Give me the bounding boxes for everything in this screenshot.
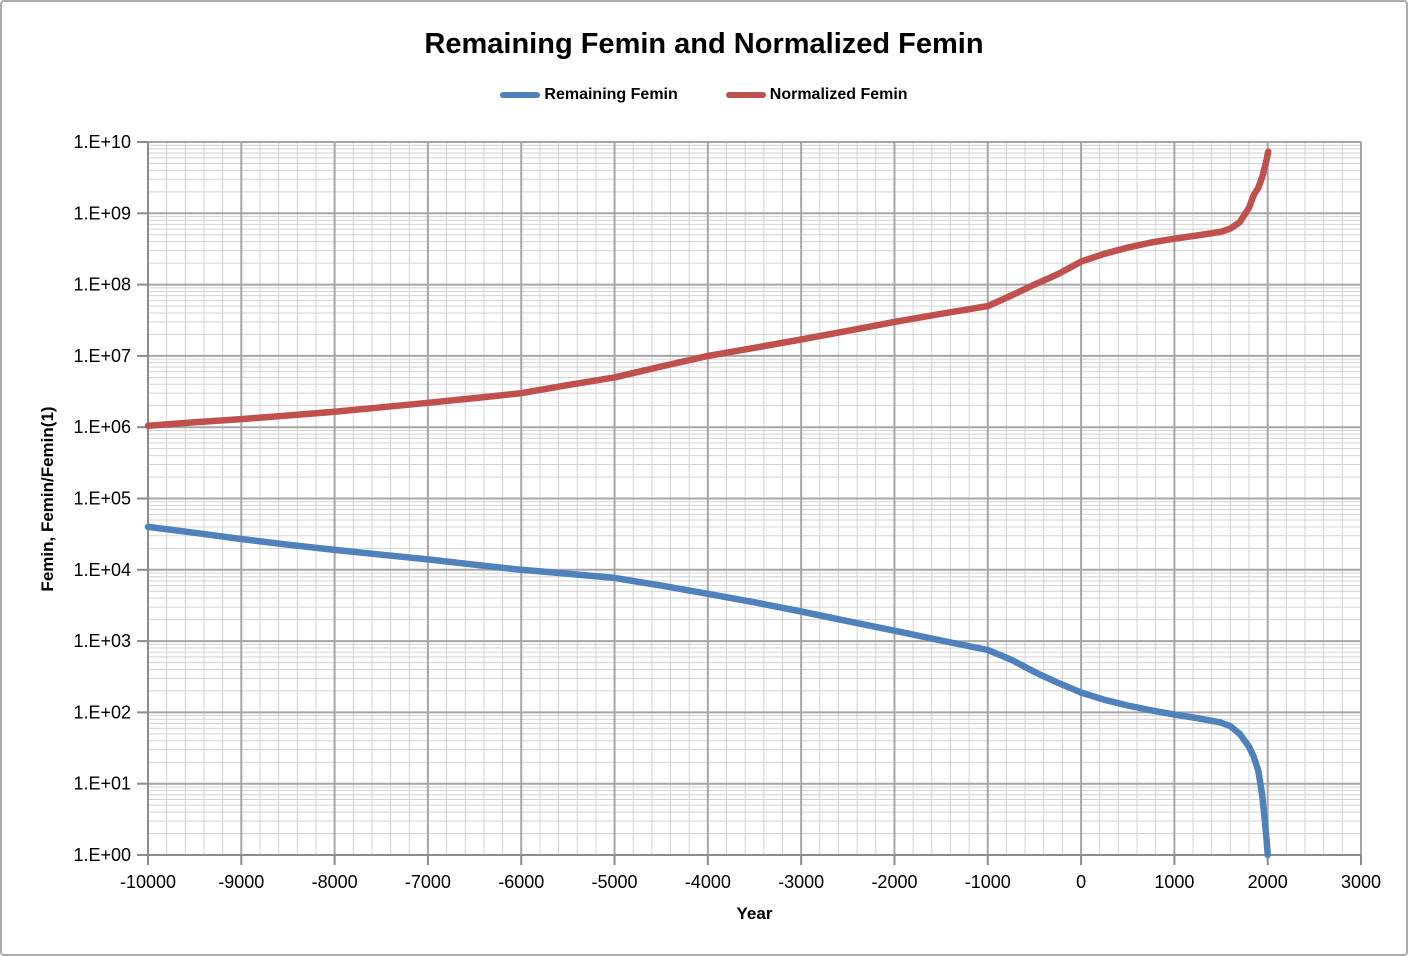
x-tick-label: 3000 [1341, 872, 1381, 892]
legend-label-normalized-femin: Normalized Femin [769, 86, 908, 103]
x-tick-label: 1000 [1154, 872, 1194, 892]
y-tick-label: 1.E+09 [73, 203, 131, 223]
legend-item-remaining-femin: Remaining Femin [500, 86, 678, 104]
x-tick-label: -10000 [120, 872, 176, 892]
x-tick-label: 2000 [1248, 872, 1288, 892]
y-tick-label: 1.E+04 [73, 560, 131, 580]
y-tick-label: 1.E+00 [73, 845, 131, 865]
legend-item-normalized-femin: Normalized Femin [725, 86, 908, 104]
series-line-remaining-femin [144, 523, 1271, 859]
x-tick-label: -4000 [685, 872, 731, 892]
x-tick-label: 0 [1076, 872, 1086, 892]
legend-swatch-remaining-femin-icon [500, 92, 541, 98]
legend: Remaining Femin Normalized Femin [2, 86, 1406, 104]
y-tick-label: 1.E+08 [73, 275, 131, 295]
y-tick-label: 1.E+01 [73, 774, 131, 794]
legend-label-remaining-femin: Remaining Femin [544, 86, 678, 103]
y-tick-label: 1.E+10 [73, 132, 131, 152]
series-line-normalized-femin [144, 148, 1272, 429]
x-tick-label: -8000 [312, 872, 358, 892]
y-tick-label: 1.E+06 [73, 417, 131, 437]
chart-title: Remaining Femin and Normalized Femin [424, 28, 984, 60]
y-tick-label: 1.E+03 [73, 631, 131, 651]
x-tick-label: -1000 [965, 872, 1011, 892]
x-axis-title: Year [736, 904, 773, 923]
x-tick-label: -5000 [592, 872, 638, 892]
y-tick-label: 1.E+05 [73, 489, 131, 509]
legend-swatch-normalized-femin-icon [725, 92, 766, 98]
y-tick-label: 1.E+02 [73, 702, 131, 722]
x-tick-label: -7000 [405, 872, 451, 892]
y-tick-label: 1.E+07 [73, 346, 131, 366]
x-tick-label: -2000 [871, 872, 917, 892]
x-tick-label: -3000 [778, 872, 824, 892]
x-tick-label: -9000 [218, 872, 264, 892]
x-tick-label: -6000 [498, 872, 544, 892]
